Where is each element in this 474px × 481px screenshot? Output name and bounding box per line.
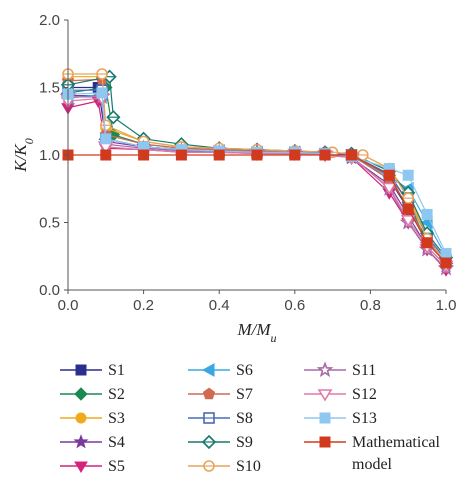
legend-label: S12 <box>352 386 377 403</box>
x-tick-label: 0.0 <box>58 297 79 314</box>
x-tick-label: 0.4 <box>209 297 230 314</box>
legend-item-s5: S5 <box>60 458 125 475</box>
legend-marker-mathematical-model <box>319 436 331 448</box>
legend-marker-s6 <box>201 363 215 377</box>
legend-marker-s5 <box>74 461 88 473</box>
data-point-mathematical-model <box>138 149 150 161</box>
x-tick-label: 1.0 <box>436 297 457 314</box>
legend-marker-s13 <box>319 412 331 424</box>
legend-item-mathematical-model: Mathematical model <box>304 434 441 473</box>
series-line-s10 <box>68 73 447 264</box>
data-point-mathematical-model <box>402 203 414 215</box>
legend-item-s6: S6 <box>188 362 253 379</box>
legend-item-s13: S13 <box>304 410 377 427</box>
data-point-mathematical-model <box>440 257 452 269</box>
data-point-s13 <box>421 208 433 220</box>
y-tick-label: 0.0 <box>39 282 60 299</box>
series-mathematical-model <box>62 149 452 269</box>
y-tick-label: 1.0 <box>39 147 60 164</box>
legend-marker-s12 <box>317 389 333 402</box>
legend-label: S6 <box>236 362 253 379</box>
legend-label: S10 <box>236 458 261 475</box>
x-tick-label: 0.6 <box>284 297 305 314</box>
legend-label: S8 <box>236 410 253 427</box>
legend-label: S3 <box>108 410 125 427</box>
legend-label: S2 <box>108 386 125 403</box>
x-tick-label: 0.2 <box>133 297 154 314</box>
legend-item-s10: S10 <box>188 458 261 475</box>
legend-marker-s7 <box>202 387 216 400</box>
legend-marker-s11 <box>316 361 334 378</box>
legend-item-s3: S3 <box>60 410 125 427</box>
data-point-s13 <box>100 133 112 145</box>
data-point-s12 <box>400 215 416 228</box>
legend-item-s2: S2 <box>60 386 125 403</box>
legend-item-s1: S1 <box>60 362 125 379</box>
legend-marker-s1 <box>75 364 87 376</box>
legend-marker-s3 <box>75 412 87 424</box>
data-point-s12 <box>381 182 397 195</box>
legend-label: S13 <box>352 410 377 427</box>
legend-label: S7 <box>236 386 253 403</box>
data-point-s13 <box>440 248 452 260</box>
data-point-s13 <box>402 169 414 181</box>
data-point-mathematical-model <box>251 149 263 161</box>
legend-item-s12: S12 <box>304 386 377 403</box>
legend-item-s4: S4 <box>60 434 125 451</box>
y-tick-label: 2.0 <box>39 12 60 29</box>
legend-label: S5 <box>108 458 125 475</box>
y-tick-label: 1.5 <box>39 80 60 97</box>
data-point-mathematical-model <box>100 149 112 161</box>
data-point-mathematical-model <box>421 237 433 249</box>
data-point-mathematical-model <box>289 149 301 161</box>
legend-marker-s2 <box>74 387 88 401</box>
legend-label: S1 <box>108 362 125 379</box>
data-point-mathematical-model <box>346 149 357 161</box>
legend-marker-s4 <box>73 434 89 449</box>
data-point-mathematical-model <box>319 149 331 161</box>
plot-area <box>59 68 455 277</box>
legend-label: S9 <box>236 434 253 451</box>
legend-label: Mathematical model <box>352 434 441 473</box>
x-axis-title: M/Mu <box>236 320 276 345</box>
axes: 0.0 0.2 0.4 0.6 0.8 1.0 0.0 0.5 1.0 1.5 2.0 M/Mu K/K… <box>11 12 456 345</box>
legend-label: S11 <box>352 362 376 379</box>
data-point-s13 <box>96 87 108 99</box>
data-point-mathematical-model <box>213 149 225 161</box>
legend-item-s8: S8 <box>188 410 253 427</box>
legend-item-s11: S11 <box>304 361 376 379</box>
legend-item-s7: S7 <box>188 386 253 403</box>
y-tick-label: 0.5 <box>39 215 60 232</box>
legend: S1 S2 S3 S4 S5 S6 S7 S8 S9 S10 S11 S12 S13 Mathematic… <box>60 361 441 475</box>
legend-item-s9: S9 <box>188 434 253 451</box>
x-tick-label: 0.8 <box>360 297 381 314</box>
legend-label: S4 <box>108 434 125 451</box>
data-point-mathematical-model <box>383 169 395 181</box>
data-point-mathematical-model <box>175 149 187 161</box>
y-axis-title: K/K0 <box>11 138 36 172</box>
